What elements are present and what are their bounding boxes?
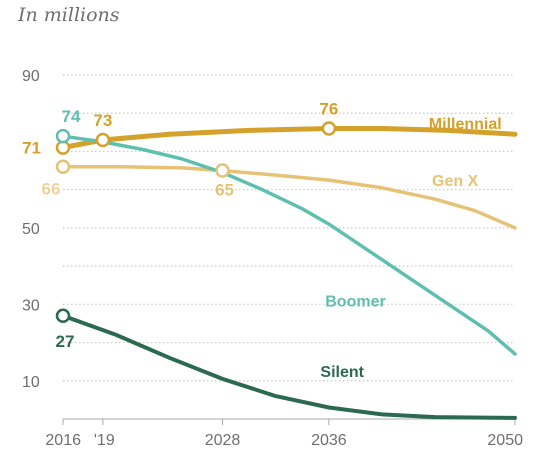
series-label-gen-x: Gen X xyxy=(432,173,479,190)
data-label-gen-x-2016: 66 xyxy=(42,180,61,199)
chart-subtitle: In millions xyxy=(18,4,120,26)
marker-silent-2016 xyxy=(55,308,71,324)
marker-gen-x-2028 xyxy=(215,163,230,178)
data-label-silent-2016: 27 xyxy=(56,332,75,351)
data-label-millennial-2019: 73 xyxy=(93,111,112,130)
x-tick-label-2050: 2050 xyxy=(487,432,523,449)
y-tick-label-90: 90 xyxy=(22,68,40,85)
x-tick-label-2028: 2028 xyxy=(205,432,241,449)
series-line-boomer xyxy=(61,134,517,356)
data-label-boomer-2016: 74 xyxy=(62,107,81,126)
marker-millennial-2016 xyxy=(55,140,71,155)
marker-boomer-2016 xyxy=(55,128,71,144)
x-tick-label-2016: 2016 xyxy=(45,432,81,449)
series-label-millennial: Millennial xyxy=(429,116,502,133)
y-tick-label-10: 10 xyxy=(22,374,40,391)
series-line-silent xyxy=(61,313,517,420)
marker-gen-x-2016 xyxy=(55,159,71,174)
x-tick-label-2036: 2036 xyxy=(311,432,347,449)
data-label-millennial-2016: 71 xyxy=(22,139,41,158)
series-label-boomer: Boomer xyxy=(325,294,385,311)
marker-millennial-2036 xyxy=(321,121,337,136)
y-tick-label-30: 30 xyxy=(22,297,40,314)
marker-millennial-2019 xyxy=(95,132,111,148)
data-label-millennial-2036: 76 xyxy=(319,100,338,119)
series-line-gen-x xyxy=(61,164,517,230)
data-label-gen-x-2028: 65 xyxy=(215,181,234,200)
series-line-millennial xyxy=(60,126,518,151)
y-tick-label-50: 50 xyxy=(22,221,40,238)
series-label-silent: Silent xyxy=(320,364,364,381)
x-tick-label-2019: '19 xyxy=(94,432,115,449)
